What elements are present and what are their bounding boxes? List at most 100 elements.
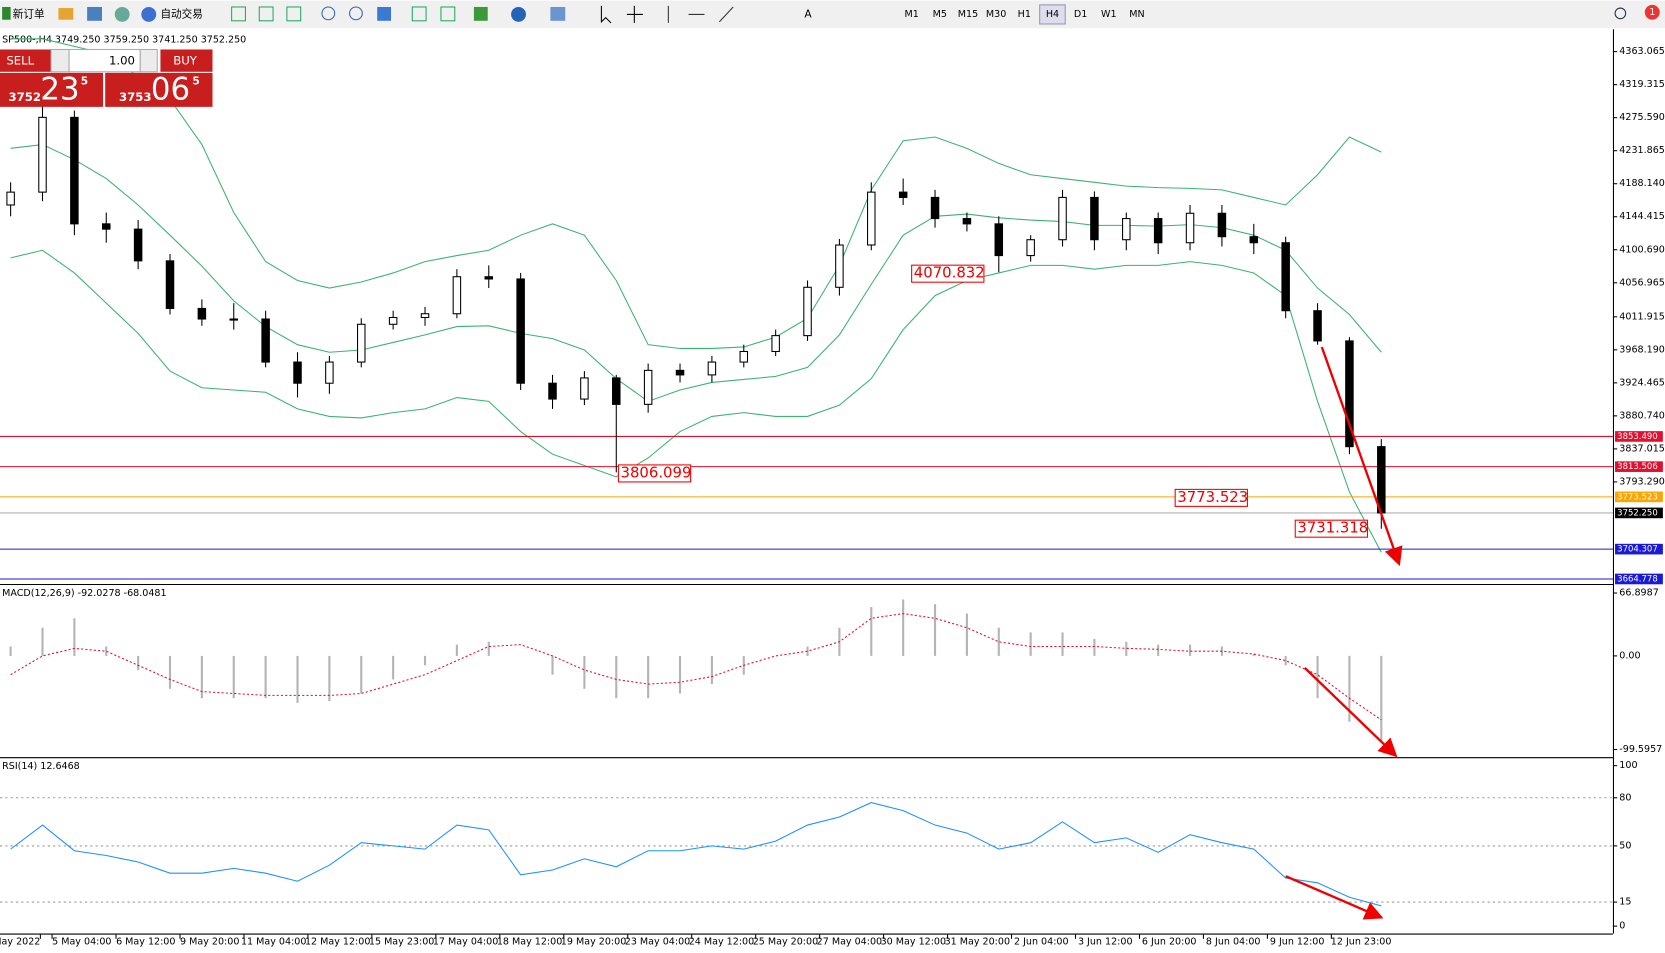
icon[interactable] bbox=[511, 6, 526, 22]
candle-body bbox=[1090, 196, 1099, 241]
y-tick-label: 3880.740 bbox=[1619, 410, 1665, 421]
price-level-label: 3704.307 bbox=[1617, 545, 1658, 555]
candle-body bbox=[548, 382, 557, 400]
candle-body bbox=[898, 191, 908, 198]
ask-box[interactable] bbox=[105, 72, 213, 107]
lot-dropdown[interactable] bbox=[50, 48, 70, 73]
buy-label: BUY bbox=[173, 54, 198, 68]
search-icon[interactable] bbox=[1614, 7, 1627, 20]
arrow bbox=[1320, 346, 1403, 567]
icon[interactable] bbox=[114, 6, 130, 22]
x-tick-label: 17 May 04:00 bbox=[433, 937, 498, 948]
icon[interactable] bbox=[231, 6, 246, 22]
price-level-label: 3813.506 bbox=[1617, 462, 1658, 472]
candle-body bbox=[1122, 218, 1131, 241]
icon[interactable] bbox=[473, 6, 488, 21]
auto-trading-icon[interactable] bbox=[141, 6, 157, 22]
sell-label: SELL bbox=[6, 54, 34, 68]
candle-body bbox=[102, 223, 111, 230]
panel-title: RSI(14) 12.6468 bbox=[2, 761, 80, 772]
y-tick-label: 80 bbox=[1619, 792, 1631, 803]
y-tick-label: 4275.590 bbox=[1619, 112, 1665, 123]
price-level-tag bbox=[1615, 543, 1663, 555]
buy-button[interactable] bbox=[160, 49, 213, 72]
candle-body bbox=[675, 369, 685, 376]
icon[interactable] bbox=[321, 6, 336, 21]
candle-body bbox=[803, 286, 812, 337]
y-tick-label: 3837.015 bbox=[1619, 443, 1665, 454]
candle-body bbox=[771, 335, 780, 353]
candle-body bbox=[165, 260, 175, 309]
bid-big: 23 bbox=[40, 71, 79, 107]
candle-body bbox=[70, 116, 79, 225]
icon[interactable] bbox=[667, 5, 734, 23]
icon[interactable] bbox=[626, 5, 643, 23]
candle-body bbox=[612, 377, 621, 405]
bid-box[interactable] bbox=[0, 72, 104, 107]
candle-body bbox=[357, 323, 366, 363]
timeframe[interactable]: W1 bbox=[1101, 9, 1117, 20]
new-order[interactable]: 新订单 bbox=[13, 7, 45, 20]
candle-body bbox=[643, 369, 653, 405]
icon[interactable]: A bbox=[804, 7, 812, 20]
timeframe[interactable]: MN bbox=[1129, 9, 1144, 20]
annotation: 3773.523 bbox=[1177, 488, 1248, 506]
candle-body bbox=[930, 196, 940, 220]
icon[interactable] bbox=[550, 6, 566, 21]
price-level-tag bbox=[1615, 507, 1663, 519]
y-tick-label: 0.00 bbox=[1619, 650, 1640, 661]
timeframes: M1 M5 M15 M30 H1 H4 D1 W1 MN bbox=[905, 4, 1145, 25]
timeframe[interactable]: M5 bbox=[933, 9, 947, 20]
candle-body bbox=[293, 361, 302, 384]
timeframe[interactable]: H1 bbox=[1018, 9, 1031, 20]
timeframe[interactable]: M1 bbox=[905, 9, 919, 20]
signal-line bbox=[10, 613, 1382, 721]
y-tick-label: 4231.865 bbox=[1619, 145, 1665, 156]
icon[interactable] bbox=[600, 5, 612, 24]
icon[interactable] bbox=[286, 6, 302, 22]
candle-body bbox=[1345, 340, 1354, 448]
candle-body bbox=[1249, 236, 1259, 244]
lot-spinner[interactable] bbox=[139, 48, 158, 73]
y-tick-label: 4188.140 bbox=[1619, 178, 1665, 189]
icon[interactable] bbox=[58, 8, 74, 20]
ask-prefix: 3753 bbox=[119, 90, 152, 104]
timeframe[interactable]: D1 bbox=[1074, 9, 1087, 20]
band-line bbox=[10, 249, 1382, 553]
icon[interactable] bbox=[440, 6, 456, 22]
candle-body bbox=[484, 276, 494, 280]
candle-body bbox=[325, 361, 334, 384]
x-tick-label: 9 Jun 12:00 bbox=[1270, 937, 1325, 948]
icon[interactable] bbox=[411, 6, 427, 22]
icon[interactable] bbox=[377, 6, 392, 21]
x-tick-label: 31 May 20:00 bbox=[945, 937, 1010, 948]
candle-body bbox=[739, 350, 749, 363]
candle-body bbox=[835, 244, 844, 288]
arrow bbox=[1285, 875, 1384, 920]
annotation: 4070.832 bbox=[914, 264, 985, 282]
sell-button[interactable] bbox=[0, 49, 52, 72]
y-tick-label: 4100.690 bbox=[1619, 244, 1665, 255]
x-tick-label: 3 Jun 12:00 bbox=[1078, 937, 1133, 948]
notification-badge[interactable] bbox=[1644, 4, 1660, 20]
icon[interactable] bbox=[349, 6, 363, 21]
icon[interactable] bbox=[87, 6, 103, 21]
price-level-tag bbox=[1615, 491, 1663, 503]
candle-body bbox=[1217, 212, 1227, 238]
timeframe[interactable]: M15 bbox=[958, 9, 978, 20]
new-order-icon[interactable] bbox=[2, 6, 11, 20]
y-tick-label: 4056.965 bbox=[1619, 277, 1665, 288]
y-tick-label: 100 bbox=[1619, 760, 1637, 771]
candle-body bbox=[1185, 212, 1195, 244]
annotation-box bbox=[1174, 488, 1248, 507]
annotation: 3731.318 bbox=[1297, 519, 1368, 537]
icon[interactable] bbox=[258, 6, 274, 22]
timeframe[interactable]: H4 bbox=[1046, 9, 1059, 20]
candle-body bbox=[1377, 446, 1386, 514]
x-tick-label: 27 May 04:00 bbox=[817, 937, 882, 948]
timeframe[interactable]: M30 bbox=[986, 9, 1006, 20]
auto-trading[interactable]: 自动交易 bbox=[160, 7, 202, 20]
band-line bbox=[10, 38, 1382, 349]
annotation: 3806.099 bbox=[621, 463, 692, 481]
price-level-label: 3853.490 bbox=[1617, 432, 1658, 442]
